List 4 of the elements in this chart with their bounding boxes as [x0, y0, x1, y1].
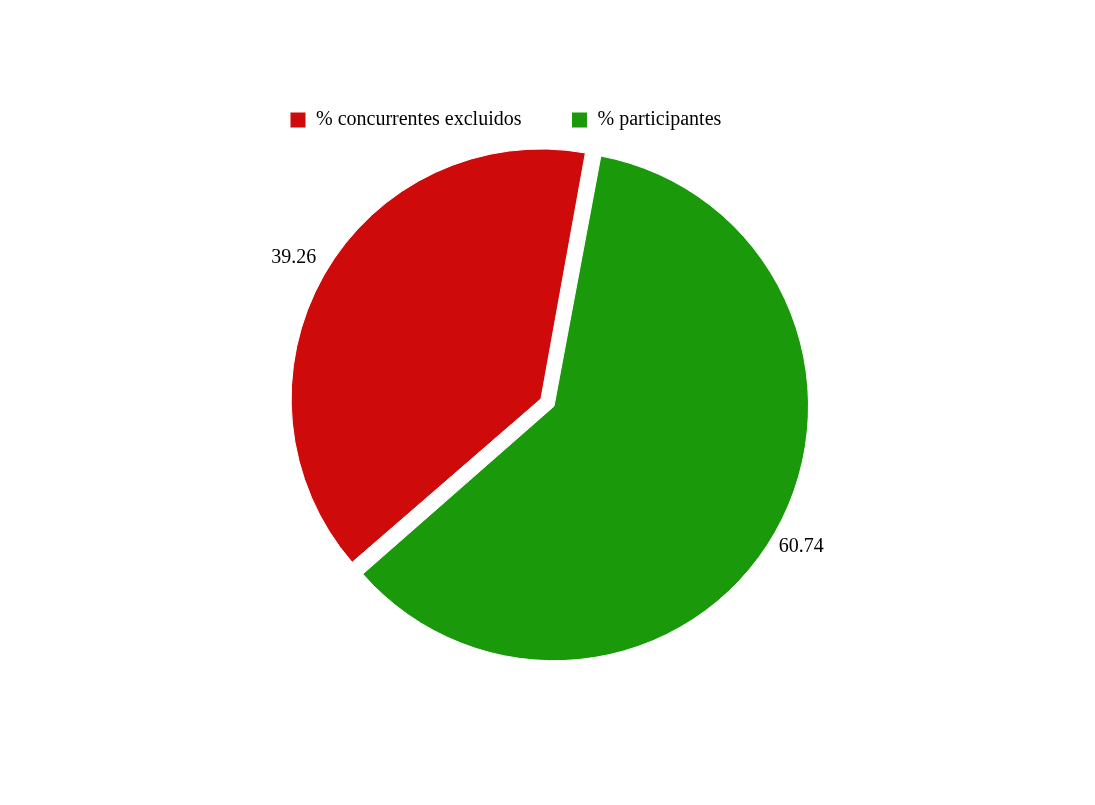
- data-label: 60.74: [778, 534, 824, 557]
- legend-label: % participantes: [597, 107, 722, 131]
- legend-label: % concurrentes excluidos: [316, 107, 522, 130]
- data-label: 39.26: [271, 245, 317, 268]
